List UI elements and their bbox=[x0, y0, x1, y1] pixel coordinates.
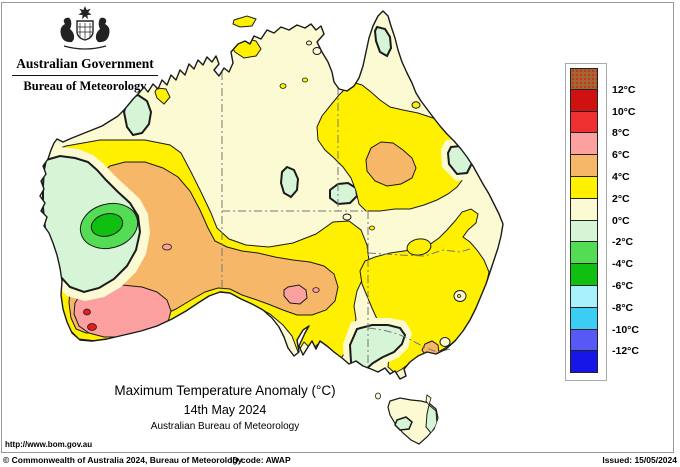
flinders-island bbox=[425, 394, 432, 406]
legend-swatch bbox=[570, 111, 598, 134]
gulf-island bbox=[312, 47, 322, 55]
legend-label: 2°C bbox=[612, 192, 630, 205]
southwest-red-spot bbox=[83, 308, 91, 316]
king-island bbox=[375, 392, 381, 400]
legend-swatch bbox=[570, 220, 598, 243]
header-divider bbox=[12, 75, 158, 76]
id-code: ID code: AWAP bbox=[230, 455, 291, 465]
cape-york-pale-green bbox=[373, 25, 393, 58]
legend-label: -12°C bbox=[612, 345, 639, 358]
legend-swatch bbox=[570, 264, 598, 286]
legend-label: 10°C bbox=[612, 105, 636, 118]
title-block: Maximum Temperature Anomaly (°C) 14th Ma… bbox=[60, 383, 390, 432]
map-frame bbox=[1, 2, 674, 453]
tiwi-islands bbox=[232, 15, 257, 28]
nt-pale-green-blob bbox=[279, 165, 300, 199]
legend-label: 8°C bbox=[612, 127, 630, 140]
nt-yellow-dot bbox=[301, 77, 308, 83]
nsw-tiny-dot bbox=[457, 294, 461, 298]
crest-star-icon bbox=[78, 6, 92, 20]
legend-label: 12°C bbox=[612, 83, 636, 96]
qld-orange-blob bbox=[365, 141, 417, 187]
central-pale-green-blob bbox=[329, 181, 359, 206]
southwest-red-spot bbox=[87, 323, 97, 331]
broome-pale-green bbox=[122, 93, 153, 137]
legend-label: -4°C bbox=[612, 258, 634, 271]
agency-title: Bureau of Meteorology bbox=[23, 79, 147, 93]
small-yellow-dot bbox=[369, 225, 375, 231]
bom-url: http://www.bom.gov.au bbox=[5, 440, 93, 449]
sa-pink-blob bbox=[283, 284, 308, 305]
legend-label: -10°C bbox=[612, 323, 639, 336]
legend-swatch bbox=[570, 155, 598, 177]
legend-label: 4°C bbox=[612, 171, 630, 183]
qld-yellow-dot bbox=[411, 101, 421, 109]
gulf-island bbox=[306, 40, 312, 46]
legend-swatch bbox=[570, 329, 598, 352]
legend-label: -8°C bbox=[612, 301, 634, 314]
legend-swatch bbox=[570, 351, 598, 374]
nsw-yellow-blob bbox=[406, 238, 432, 256]
legend-swatch bbox=[570, 307, 598, 330]
map-source: Australian Bureau of Meteorology bbox=[150, 421, 300, 432]
legend-label: 0°C bbox=[612, 214, 630, 227]
tasmania-group bbox=[375, 392, 439, 445]
legend-swatch bbox=[570, 242, 598, 265]
header-block: Australian Government Bureau of Meteorol… bbox=[10, 4, 160, 94]
legend-swatch bbox=[570, 176, 598, 199]
crest-kangaroo-icon bbox=[60, 17, 75, 43]
legend-swatch bbox=[570, 133, 598, 156]
tasmania-center-pale-green bbox=[394, 416, 413, 431]
legend-swatch bbox=[570, 198, 598, 221]
crest-scroll-icon bbox=[63, 45, 107, 50]
legend-swatch bbox=[570, 285, 598, 308]
copyright-text: © Commonwealth of Australia 2024, Bureau… bbox=[3, 455, 243, 465]
state-borders bbox=[221, 72, 471, 366]
map-date: 14th May 2024 bbox=[183, 403, 267, 417]
wa-dark-green-core bbox=[90, 213, 124, 237]
legend-label: 6°C bbox=[612, 149, 630, 162]
wa-pink-dot bbox=[162, 243, 172, 251]
nt-yellow-dot bbox=[279, 83, 287, 89]
crest-emu-icon bbox=[95, 17, 110, 43]
map-title: Maximum Temperature Anomaly (°C) bbox=[114, 383, 336, 398]
legend-label: -2°C bbox=[612, 236, 634, 249]
issued-date: Issued: 15/05/2024 bbox=[602, 455, 677, 465]
kimberley-yellow-sliver bbox=[154, 87, 171, 105]
coat-of-arms bbox=[60, 6, 110, 50]
sa-pink-dot bbox=[312, 287, 320, 293]
small-cream-hole bbox=[342, 213, 352, 221]
legend-swatch bbox=[570, 68, 598, 90]
vic-cream-hole bbox=[439, 337, 451, 347]
legend-frame bbox=[565, 63, 607, 381]
legend-label: -6°C bbox=[612, 280, 634, 292]
legend-swatches bbox=[570, 68, 598, 374]
mainland-coastline bbox=[39, 10, 504, 380]
government-title: Australian Government bbox=[16, 56, 154, 71]
legend-swatch bbox=[570, 89, 598, 112]
